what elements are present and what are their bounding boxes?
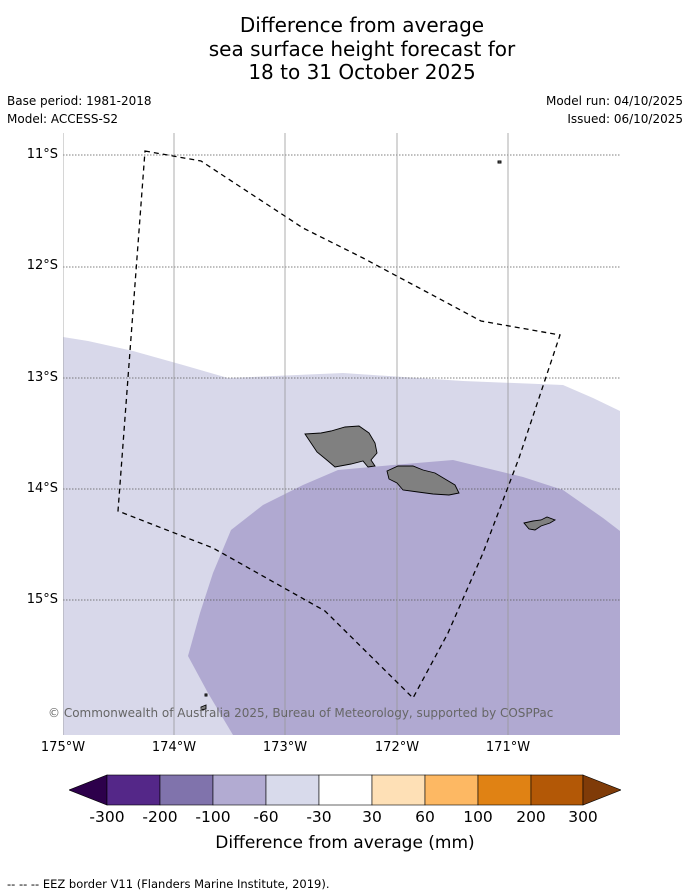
colorbar-tick-minus30: -30 xyxy=(306,808,332,826)
issued-date: Issued: 06/10/2025 xyxy=(567,112,683,126)
lon-label-173: 173°W xyxy=(262,740,308,755)
copyright-notice: © Commonwealth of Australia 2025, Bureau… xyxy=(48,706,554,720)
base-period: Base period: 1981-2018 xyxy=(7,94,152,108)
colorbar xyxy=(68,773,622,807)
colorbar-tick-300: 300 xyxy=(568,808,598,826)
colorbar-tick-100: 100 xyxy=(463,808,493,826)
lon-label-174: 174°W xyxy=(151,740,197,755)
map-panel[interactable] xyxy=(63,133,620,735)
meta-right: Model run: 04/10/2025 Issued: 06/10/2025 xyxy=(546,92,683,128)
chart-title: Difference from average sea surface heig… xyxy=(0,13,690,85)
colorbar-label: Difference from average (mm) xyxy=(215,833,475,853)
title-line-1: Difference from average xyxy=(239,13,485,37)
colorbar-cap-low xyxy=(68,774,108,806)
model-run: Model run: 04/10/2025 xyxy=(545,94,683,108)
anomaly-region-medium xyxy=(188,460,620,735)
meta-left: Base period: 1981-2018 Model: ACCESS-S2 xyxy=(7,92,152,128)
colorbar-swatch-6 xyxy=(371,774,426,806)
colorbar-svg xyxy=(68,774,622,806)
colorbar-tick-minus100: -100 xyxy=(195,808,231,826)
lon-label-171: 171°W xyxy=(485,740,531,755)
lat-label-13: 13°S xyxy=(26,370,58,385)
title-line-3: 18 to 31 October 2025 xyxy=(248,60,476,84)
small-islet-west xyxy=(204,693,208,697)
lat-label-12: 12°S xyxy=(26,258,58,273)
lat-label-14: 14°S xyxy=(26,481,58,496)
model-name: Model: ACCESS-S2 xyxy=(7,112,119,126)
title-line-2: sea surface height forecast for xyxy=(208,36,516,61)
tutuila-island xyxy=(523,516,557,531)
lat-label-11: 11°S xyxy=(26,147,58,162)
lon-label-172: 172°W xyxy=(374,740,420,755)
colorbar-swatch-5 xyxy=(318,774,373,806)
lon-label-175: 175°W xyxy=(40,740,86,755)
colorbar-swatch-3 xyxy=(212,774,267,806)
colorbar-swatch-8 xyxy=(477,774,532,806)
colorbar-swatch-9 xyxy=(530,774,584,806)
islands xyxy=(200,160,557,711)
colorbar-tick-30: 30 xyxy=(362,808,382,826)
colorbar-swatch-2 xyxy=(159,774,214,806)
colorbar-tick-minus60: -60 xyxy=(253,808,279,826)
colorbar-swatch-1 xyxy=(106,774,161,806)
colorbar-tick-200: 200 xyxy=(516,808,546,826)
small-islet-north xyxy=(497,160,502,164)
gridlines xyxy=(63,133,620,735)
lat-label-15: 15°S xyxy=(26,592,58,607)
savaii-island xyxy=(304,425,378,468)
colorbar-cap-high xyxy=(582,774,622,806)
small-islet-southwest xyxy=(200,704,207,711)
colorbar-swatch-7 xyxy=(424,774,479,806)
colorbar-tick-minus200: -200 xyxy=(142,808,178,826)
eez-border xyxy=(117,150,561,700)
colorbar-tick-minus300: -300 xyxy=(89,808,125,826)
map-svg[interactable] xyxy=(63,133,620,735)
colorbar-swatch-4 xyxy=(265,774,320,806)
colorbar-tick-60: 60 xyxy=(415,808,435,826)
upolu-island xyxy=(386,465,460,496)
eez-footnote: -- -- -- EEZ border V11 (Flanders Marine… xyxy=(7,877,330,891)
